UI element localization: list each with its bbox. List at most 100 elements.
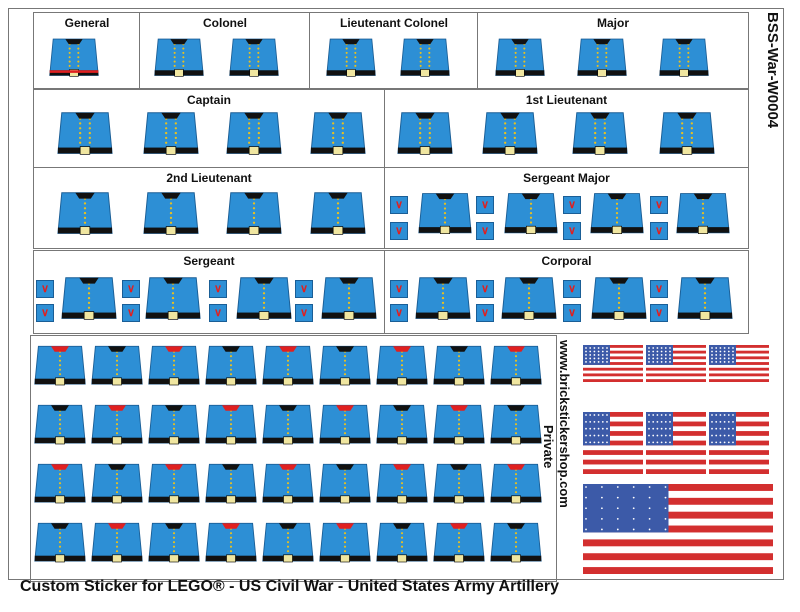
private-torso [33, 399, 87, 458]
colonel-torso [228, 34, 280, 89]
private-torso [432, 399, 486, 458]
captain-torso [225, 108, 283, 167]
general-torso [48, 34, 100, 89]
private-torso [432, 458, 486, 517]
private-torso [204, 399, 258, 458]
private-torso [33, 517, 87, 576]
first-lt-torso [571, 108, 629, 167]
private-torso [261, 517, 315, 576]
sergeant-chevron: ∨ [36, 304, 54, 322]
major-torso [576, 34, 628, 89]
first-lt-torso [658, 108, 716, 167]
sgt-major-chevron: ∨ [650, 196, 668, 214]
private-torso [33, 340, 87, 399]
rank-title-2nd-lt: 2nd Lieutenant [166, 171, 252, 185]
lt-colonel-torso [325, 34, 377, 89]
private-torso [261, 399, 315, 458]
corporal-chevron: ∨ [650, 304, 668, 322]
private-torso [204, 340, 258, 399]
private-torso [90, 458, 144, 517]
corporal-chevron: ∨ [390, 280, 408, 298]
second-lt-torso [56, 188, 114, 247]
lt-colonel-torso [399, 34, 451, 89]
sergeant-torso [320, 272, 378, 333]
private-torso [318, 517, 372, 576]
sergeant-chevron: ∨ [295, 280, 313, 298]
private-torso [318, 458, 372, 517]
rank-title-1st-lt: 1st Lieutenant [525, 93, 608, 107]
private-torso [147, 517, 201, 576]
private-torso [147, 340, 201, 399]
corporal-chevron: ∨ [650, 280, 668, 298]
sergeant-torso [235, 272, 293, 333]
sgt-major-torso [675, 188, 731, 247]
sergeant-chevron: ∨ [209, 304, 227, 322]
colonel-torso [153, 34, 205, 89]
sgt-major-torso [503, 188, 559, 247]
flag-small [583, 345, 643, 382]
private-torso [90, 340, 144, 399]
private-torso [261, 458, 315, 517]
second-lt-torso [225, 188, 283, 247]
sticker-sheet [8, 8, 784, 580]
major-torso [494, 34, 546, 89]
rank-title-sergeant: Sergeant [183, 254, 235, 268]
sgt-major-chevron: ∨ [563, 196, 581, 214]
corporal-torso [590, 272, 648, 333]
rank-title-captain: Captain [186, 93, 231, 107]
website-label: www.brickstickershop.com [557, 340, 572, 508]
sgt-major-chevron: ∨ [563, 222, 581, 240]
sergeant-chevron: ∨ [209, 280, 227, 298]
first-lt-torso [481, 108, 539, 167]
sgt-major-chevron: ∨ [650, 222, 668, 240]
flag-small [709, 345, 769, 382]
captain-torso [309, 108, 367, 167]
rank-general: General [33, 12, 141, 89]
private-section [30, 335, 557, 582]
footer-caption: Custom Sticker for LEGO® - US Civil War … [20, 578, 560, 595]
private-torso [147, 458, 201, 517]
private-torso [90, 517, 144, 576]
private-torso [147, 399, 201, 458]
private-torso [261, 340, 315, 399]
private-torso [375, 458, 429, 517]
corporal-torso [500, 272, 558, 333]
sergeant-torso [144, 272, 202, 333]
rank-title-lt-colonel: Lieutenant Colonel [340, 16, 448, 30]
private-torso [204, 517, 258, 576]
sgt-major-chevron: ∨ [390, 196, 408, 214]
flag-medium [583, 412, 643, 474]
rank-title-corporal: Corporal [541, 254, 592, 268]
flag-large [583, 484, 773, 574]
flag-medium [709, 412, 769, 474]
corporal-chevron: ∨ [476, 304, 494, 322]
sergeant-chevron: ∨ [295, 304, 313, 322]
private-torso [318, 340, 372, 399]
private-torso [375, 517, 429, 576]
sgt-major-chevron: ∨ [476, 196, 494, 214]
private-torso [90, 399, 144, 458]
private-torso [33, 458, 87, 517]
rank-title-colonel: Colonel [203, 16, 247, 30]
sgt-major-chevron: ∨ [390, 222, 408, 240]
corporal-chevron: ∨ [476, 280, 494, 298]
sergeant-chevron: ∨ [122, 280, 140, 298]
rank-title-private: Private [541, 425, 556, 469]
corporal-chevron: ∨ [563, 304, 581, 322]
corporal-torso [676, 272, 734, 333]
private-torso [204, 458, 258, 517]
private-torso [432, 340, 486, 399]
sergeant-chevron: ∨ [36, 280, 54, 298]
private-torso [489, 517, 543, 576]
flag-small [646, 345, 706, 382]
second-lt-torso [142, 188, 200, 247]
corporal-chevron: ∨ [563, 280, 581, 298]
first-lt-torso [396, 108, 454, 167]
rank-title-general: General [64, 16, 110, 30]
private-torso [489, 399, 543, 458]
sgt-major-torso [417, 188, 473, 247]
rank-title-sgt-major: Sergeant Major [523, 171, 610, 185]
private-torso [318, 399, 372, 458]
major-torso [658, 34, 710, 89]
private-torso [489, 340, 543, 399]
